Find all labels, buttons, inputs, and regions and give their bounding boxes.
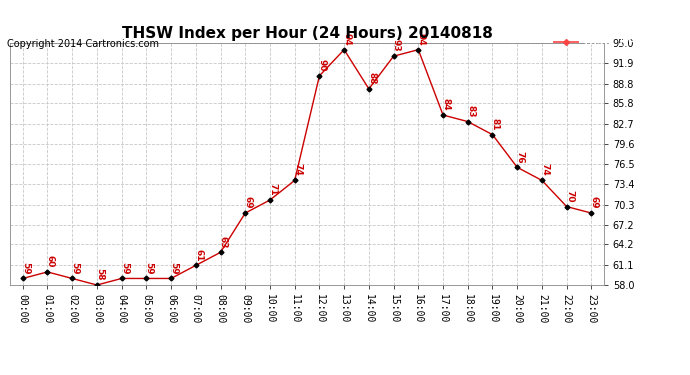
Text: 94: 94 xyxy=(417,33,426,45)
Text: 74: 74 xyxy=(540,164,549,176)
Text: 61: 61 xyxy=(194,249,203,261)
Text: 71: 71 xyxy=(268,183,277,196)
Text: 83: 83 xyxy=(466,105,475,117)
Text: 59: 59 xyxy=(145,262,154,274)
Text: 90: 90 xyxy=(317,59,326,72)
Title: THSW Index per Hour (24 Hours) 20140818: THSW Index per Hour (24 Hours) 20140818 xyxy=(121,26,493,40)
Text: 76: 76 xyxy=(515,150,524,163)
Text: 59: 59 xyxy=(169,262,178,274)
Text: 70: 70 xyxy=(565,190,574,202)
Text: 59: 59 xyxy=(120,262,129,274)
Text: 81: 81 xyxy=(491,118,500,130)
Text: 94: 94 xyxy=(342,33,351,45)
Text: Copyright 2014 Cartronics.com: Copyright 2014 Cartronics.com xyxy=(7,39,159,50)
Text: 63: 63 xyxy=(219,236,228,248)
Text: 74: 74 xyxy=(293,164,302,176)
Text: 69: 69 xyxy=(244,196,253,209)
Text: THSW  (°F): THSW (°F) xyxy=(584,38,639,47)
Text: 59: 59 xyxy=(70,262,79,274)
Text: 60: 60 xyxy=(46,255,55,268)
Text: 59: 59 xyxy=(21,262,30,274)
Text: 93: 93 xyxy=(392,39,401,52)
Text: 84: 84 xyxy=(442,98,451,111)
Text: 88: 88 xyxy=(367,72,376,85)
Text: 69: 69 xyxy=(590,196,599,209)
Text: 58: 58 xyxy=(95,268,104,281)
